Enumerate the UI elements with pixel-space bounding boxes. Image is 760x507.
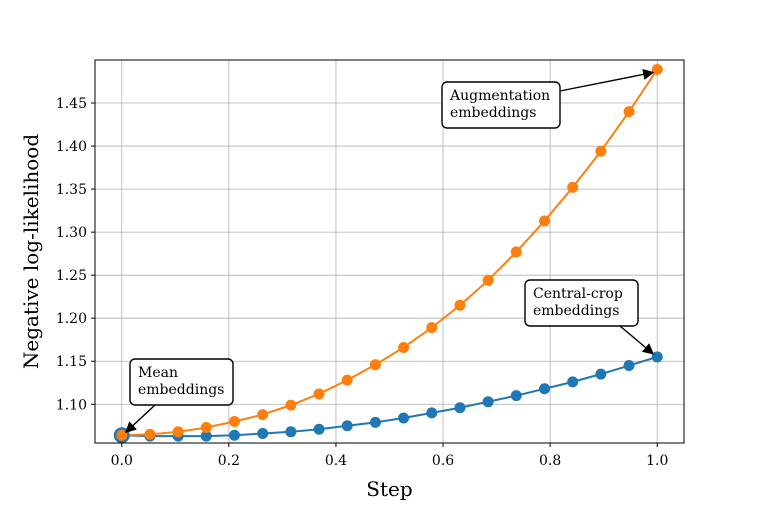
x-axis-title: Step xyxy=(366,477,412,501)
data-point xyxy=(144,428,156,440)
data-point xyxy=(510,246,522,258)
data-point xyxy=(482,274,494,286)
data-point xyxy=(257,428,269,440)
data-point xyxy=(454,402,466,414)
data-point xyxy=(172,426,184,438)
x-tick-label: 0.0 xyxy=(111,453,133,469)
x-tick-label: 0.6 xyxy=(432,453,454,469)
x-tick-label: 0.8 xyxy=(539,453,561,469)
annotation-text: Augmentation xyxy=(449,88,550,104)
data-point xyxy=(116,429,128,441)
y-tick-label: 1.45 xyxy=(56,96,87,112)
data-point xyxy=(595,145,607,157)
annotation-arrow xyxy=(124,404,156,434)
data-point xyxy=(285,399,297,411)
y-tick-label: 1.15 xyxy=(56,354,87,370)
annotation-text: Central-crop xyxy=(533,286,623,302)
data-point xyxy=(285,426,297,438)
data-point xyxy=(454,299,466,311)
data-point xyxy=(623,106,635,118)
data-point xyxy=(595,368,607,380)
data-point xyxy=(228,415,240,427)
annotation-box xyxy=(441,81,561,129)
data-point xyxy=(369,359,381,371)
data-point xyxy=(567,376,579,388)
annotation-box xyxy=(129,358,234,406)
data-point xyxy=(651,351,663,363)
data-point xyxy=(341,420,353,432)
y-tick-label: 1.40 xyxy=(56,139,87,155)
data-point xyxy=(567,181,579,193)
data-point xyxy=(426,407,438,419)
data-point xyxy=(200,422,212,434)
x-tick-label: 1.0 xyxy=(646,453,668,469)
annotation-text: embeddings xyxy=(450,105,536,121)
annotation-arrow xyxy=(559,68,655,92)
data-point xyxy=(426,322,438,334)
data-point xyxy=(200,430,212,442)
x-tick-label: 0.4 xyxy=(325,453,347,469)
data-point xyxy=(313,388,325,400)
y-tick-label: 1.10 xyxy=(56,397,87,413)
annotation-text: embeddings xyxy=(138,382,224,398)
y-tick-label: 1.30 xyxy=(56,225,87,241)
data-point xyxy=(313,423,325,435)
y-tick-label: 1.35 xyxy=(56,182,87,198)
plot-frame xyxy=(94,59,685,444)
data-point xyxy=(482,396,494,408)
y-tick-label: 1.20 xyxy=(56,311,87,327)
data-point xyxy=(539,215,551,227)
data-point xyxy=(398,412,410,424)
annotations: MeanembeddingsAugmentationembeddingsCent… xyxy=(124,68,655,434)
annotation-text: embeddings xyxy=(533,303,619,319)
data-point xyxy=(257,409,269,421)
ticks: 0.0 0.2 0.4 0.6 0.8 1.0 1.10 1.15 1.20 1.25 1.30 1.… xyxy=(56,96,669,469)
data-point xyxy=(398,341,410,353)
data-point xyxy=(369,416,381,428)
x-tick-label: 0.2 xyxy=(218,453,240,469)
y-tick-label: 1.25 xyxy=(56,268,87,284)
data-point xyxy=(623,360,635,372)
data-point xyxy=(651,63,663,75)
annotation-arrow xyxy=(619,325,655,355)
annotation-text: Mean xyxy=(138,365,178,381)
data-point xyxy=(510,390,522,402)
data-point xyxy=(539,383,551,395)
annotation-box xyxy=(524,279,639,327)
data-point xyxy=(341,374,353,386)
y-axis-title: Negative log-likelihood xyxy=(19,134,43,369)
data-point xyxy=(228,429,240,441)
grid xyxy=(95,60,684,443)
